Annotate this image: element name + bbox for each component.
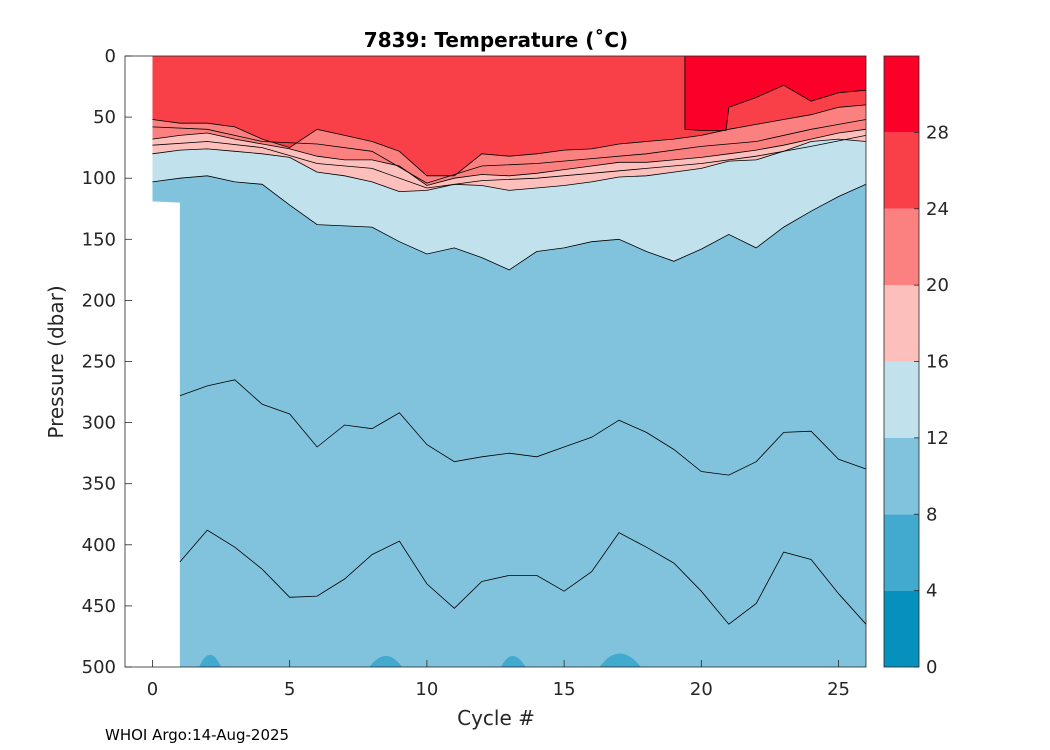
cold-pocket-4 bbox=[599, 653, 641, 667]
colorbar-tick-label: 12 bbox=[926, 428, 949, 449]
isotherm-22 bbox=[152, 119, 867, 184]
colorbar-tick-label: 16 bbox=[926, 352, 949, 373]
colorbar-swatch-16-20 bbox=[884, 285, 919, 362]
x-axis-title: Cycle # bbox=[457, 706, 535, 730]
footer-credit: WHOI Argo:14-Aug-2025 bbox=[105, 726, 289, 744]
y-tick-label: 100 bbox=[82, 168, 116, 189]
y-tick-label: 200 bbox=[82, 290, 116, 311]
colorbar: 0 4 8 12 16 20 24 28 bbox=[883, 55, 949, 678]
x-tick-label: 5 bbox=[284, 679, 295, 700]
colorbar-tick-label: 28 bbox=[926, 122, 949, 143]
colorbar-tick-label: 4 bbox=[926, 581, 937, 602]
colorbar-tick-label: 0 bbox=[926, 657, 937, 678]
cold-pocket-3 bbox=[500, 656, 526, 667]
y-tick-label: 50 bbox=[93, 107, 116, 128]
y-tick-label: 450 bbox=[82, 596, 116, 617]
y-tick-label: 350 bbox=[82, 474, 116, 495]
isotherm-12 bbox=[152, 175, 867, 271]
colorbar-swatch-0-4 bbox=[884, 590, 919, 667]
x-tick-label: 15 bbox=[553, 679, 576, 700]
x-tick-label: 25 bbox=[827, 679, 850, 700]
y-tick-label: 150 bbox=[82, 229, 116, 250]
isotherm-18 bbox=[152, 135, 867, 189]
isotherm-20 bbox=[152, 128, 867, 186]
cold-pocket-1 bbox=[199, 654, 222, 667]
isotherm-10 bbox=[179, 379, 867, 476]
colorbar-swatch-24-28 bbox=[884, 132, 919, 209]
cold-pocket-2 bbox=[369, 656, 403, 667]
contour-fills bbox=[152, 56, 866, 667]
band-28-32 bbox=[684, 56, 866, 131]
colorbar-swatch-12-16 bbox=[884, 361, 919, 438]
isotherm-28 bbox=[684, 56, 867, 131]
y-tick-label: 0 bbox=[105, 46, 116, 67]
isotherm-lines bbox=[152, 56, 867, 625]
colorbar-swatch-8-12 bbox=[884, 437, 919, 515]
colorbar-swatch-20-24 bbox=[884, 208, 919, 286]
y-tick-label: 400 bbox=[82, 535, 116, 556]
plot-area bbox=[152, 56, 866, 667]
colorbar-tick-label: 8 bbox=[926, 504, 937, 525]
x-tick-label: 10 bbox=[415, 679, 438, 700]
y-tick-label: 250 bbox=[82, 352, 116, 373]
x-tick-label: 20 bbox=[690, 679, 713, 700]
y-tick-label: 300 bbox=[82, 413, 116, 434]
isotherm-16 bbox=[152, 138, 867, 193]
colorbar-swatch-28-32 bbox=[884, 56, 919, 133]
y-axis-title: Pressure (dbar) bbox=[44, 285, 68, 438]
colorbar-swatch-4-8 bbox=[884, 514, 919, 591]
x-tick-label: 0 bbox=[147, 679, 158, 700]
chart-title: 7839: Temperature (˚C) bbox=[364, 28, 628, 52]
y-tick-label: 500 bbox=[82, 657, 116, 678]
colorbar-tick-label: 20 bbox=[926, 275, 949, 296]
colorbar-tick-label: 24 bbox=[926, 199, 949, 220]
isotherm-8 bbox=[179, 529, 867, 625]
